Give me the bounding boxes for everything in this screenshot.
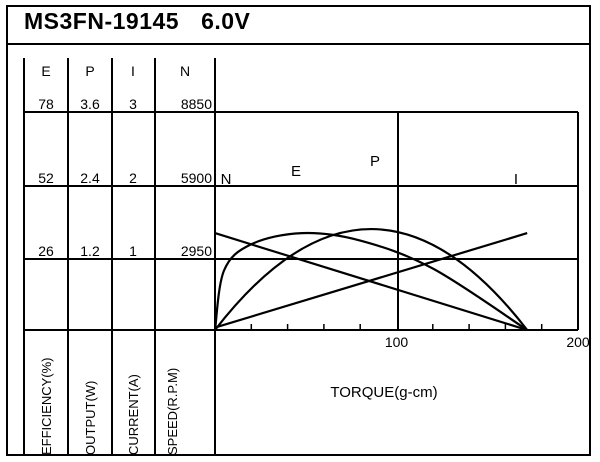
scale-tick-p: 1.2	[80, 243, 100, 259]
curve-label-e: E	[291, 163, 301, 180]
scale-header-n: N	[180, 63, 190, 79]
motor-model: MS3FN-19145	[24, 8, 180, 34]
axis-label-e: EFFICIENCY(%)	[39, 358, 54, 456]
scale-tick-i: 2	[129, 170, 137, 186]
scale-tick-p: 3.6	[80, 96, 100, 112]
x-tick-100: 100	[385, 334, 409, 350]
axis-label-i: CURRENT(A)	[126, 374, 141, 455]
x-tick-200: 200	[566, 334, 590, 350]
scale-tick-e: 26	[38, 243, 54, 259]
axis-label-p: OUTPUT(W)	[83, 381, 98, 455]
curve-e	[213, 231, 528, 331]
scale-tick-i: 3	[129, 96, 137, 112]
scale-tick-n: 2950	[181, 243, 212, 259]
curves	[213, 227, 529, 332]
curve-label-i: I	[514, 171, 518, 188]
scale-header-i: I	[131, 63, 135, 79]
curve-label-n: N	[221, 171, 232, 188]
curve-n	[214, 232, 528, 332]
curve-label-p: P	[370, 153, 380, 170]
scale-header-p: P	[85, 63, 94, 79]
x-minor-ticks	[250, 324, 543, 330]
x-tick-labels: 100 200	[385, 334, 590, 350]
axis-label-n: SPEED(R.P.M)	[165, 368, 180, 455]
scale-tick-n: 5900	[181, 170, 212, 186]
chart-border	[6, 5, 591, 456]
scale-tick-n: 8850	[181, 96, 212, 112]
curve-i	[214, 232, 528, 329]
scale-tick-e: 52	[38, 170, 54, 186]
x-axis-label: TORQUE(g-cm)	[330, 384, 437, 401]
scale-tick-labels: 78 52 26 3.6 2.4 1.2 3 2 1 8850 5900 2950	[38, 96, 212, 259]
motor-voltage: 6.0V	[201, 8, 251, 34]
scale-header-e: E	[41, 63, 50, 79]
scale-tick-i: 1	[129, 243, 137, 259]
curve-labels: N E P I	[221, 153, 519, 188]
curve-p	[214, 227, 529, 331]
scale-axis-labels: EFFICIENCY(%) OUTPUT(W) CURRENT(A) SPEED(R.…	[39, 358, 180, 456]
scale-tick-e: 78	[38, 96, 54, 112]
scale-tick-p: 2.4	[80, 170, 100, 186]
chart-title: MS3FN-19145 6.0V	[24, 8, 250, 35]
